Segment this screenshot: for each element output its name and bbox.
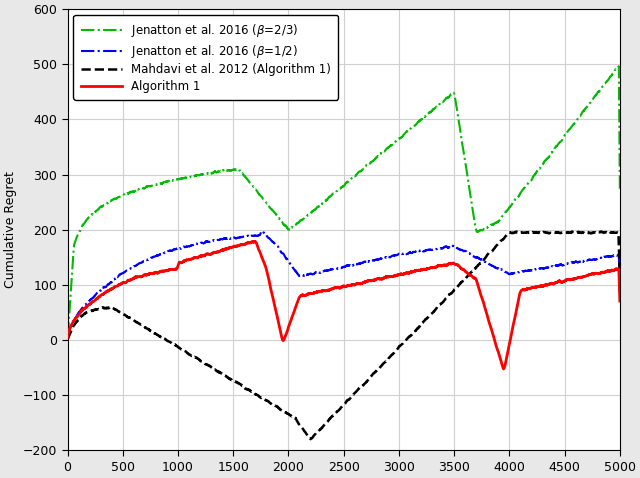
Jenatton et al. 2016 ($\beta$=2/3) bbox=[395, 136, 403, 141]
Jenatton et al. 2016 ($\beta$=2/3) bbox=[423, 112, 431, 118]
Mahdavi et al. 2012 (Algorithm 1) bbox=[307, 436, 314, 442]
Algorithm 1 bbox=[500, 366, 508, 372]
Algorithm 1 bbox=[476, 288, 484, 294]
Algorithm 1 bbox=[164, 267, 172, 273]
Jenatton et al. 2016 ($\beta$=2/3) bbox=[275, 215, 282, 221]
Algorithm 1 bbox=[64, 334, 72, 340]
Jenatton et al. 2016 ($\beta$=1/2) bbox=[423, 247, 431, 253]
Line: Mahdavi et al. 2012 (Algorithm 1): Mahdavi et al. 2012 (Algorithm 1) bbox=[68, 232, 620, 439]
Jenatton et al. 2016 ($\beta$=1/2) bbox=[275, 245, 283, 250]
Jenatton et al. 2016 ($\beta$=1/2) bbox=[64, 335, 72, 340]
Y-axis label: Cumulative Regret: Cumulative Regret bbox=[4, 171, 17, 288]
Mahdavi et al. 2012 (Algorithm 1) bbox=[616, 282, 623, 287]
Jenatton et al. 2016 ($\beta$=2/3) bbox=[616, 186, 623, 192]
Jenatton et al. 2016 ($\beta$=1/2) bbox=[395, 251, 403, 257]
Algorithm 1 bbox=[518, 287, 525, 293]
Algorithm 1 bbox=[249, 239, 257, 244]
Jenatton et al. 2016 ($\beta$=1/2) bbox=[518, 269, 525, 274]
Mahdavi et al. 2012 (Algorithm 1) bbox=[598, 229, 606, 235]
Mahdavi et al. 2012 (Algorithm 1) bbox=[64, 336, 72, 342]
Jenatton et al. 2016 ($\beta$=2/3) bbox=[518, 188, 525, 194]
Jenatton et al. 2016 ($\beta$=1/2) bbox=[258, 228, 266, 234]
Jenatton et al. 2016 ($\beta$=2/3) bbox=[64, 333, 72, 338]
Jenatton et al. 2016 ($\beta$=1/2) bbox=[476, 256, 484, 262]
Line: Algorithm 1: Algorithm 1 bbox=[68, 241, 620, 369]
Jenatton et al. 2016 ($\beta$=2/3) bbox=[476, 228, 483, 234]
Jenatton et al. 2016 ($\beta$=2/3) bbox=[164, 178, 172, 184]
Jenatton et al. 2016 ($\beta$=1/2) bbox=[164, 248, 172, 254]
Legend: Jenatton et al. 2016 ($\beta$=2/3), Jenatton et al. 2016 ($\beta$=1/2), Mahdavi : Jenatton et al. 2016 ($\beta$=2/3), Jena… bbox=[74, 15, 338, 100]
Algorithm 1 bbox=[423, 266, 431, 272]
Algorithm 1 bbox=[616, 298, 623, 304]
Mahdavi et al. 2012 (Algorithm 1) bbox=[164, 338, 172, 344]
Algorithm 1 bbox=[395, 272, 403, 278]
Mahdavi et al. 2012 (Algorithm 1) bbox=[395, 344, 403, 350]
Mahdavi et al. 2012 (Algorithm 1) bbox=[476, 261, 484, 266]
Mahdavi et al. 2012 (Algorithm 1) bbox=[275, 405, 282, 411]
Jenatton et al. 2016 ($\beta$=1/2) bbox=[616, 290, 623, 296]
Mahdavi et al. 2012 (Algorithm 1) bbox=[423, 315, 431, 321]
Line: Jenatton et al. 2016 ($\beta$=2/3): Jenatton et al. 2016 ($\beta$=2/3) bbox=[68, 66, 620, 336]
Mahdavi et al. 2012 (Algorithm 1) bbox=[518, 230, 525, 236]
Line: Jenatton et al. 2016 ($\beta$=1/2): Jenatton et al. 2016 ($\beta$=1/2) bbox=[68, 231, 620, 337]
Jenatton et al. 2016 ($\beta$=2/3) bbox=[615, 64, 623, 69]
Algorithm 1 bbox=[275, 321, 283, 327]
